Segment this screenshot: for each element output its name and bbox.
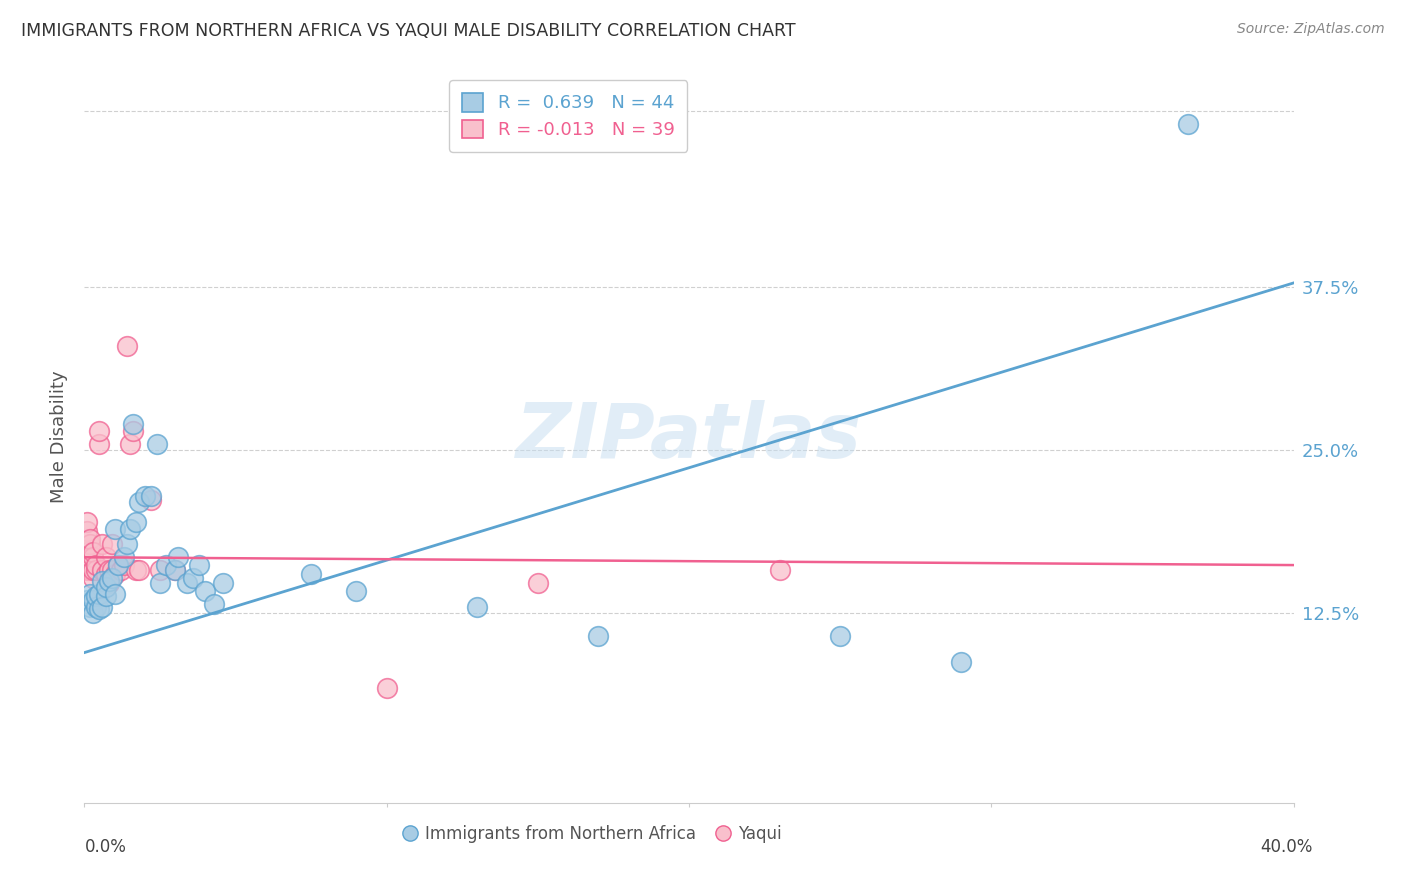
Point — [82, 607, 104, 621]
Point — [202, 597, 225, 611]
Point — [86, 590, 108, 604]
Point — [125, 563, 148, 577]
Point — [769, 563, 792, 577]
Point — [527, 576, 550, 591]
Point — [79, 599, 101, 614]
Point — [155, 558, 177, 573]
Point — [188, 558, 211, 573]
Point — [82, 571, 104, 585]
Legend: Immigrants from Northern Africa, Yaqui: Immigrants from Northern Africa, Yaqui — [396, 818, 787, 849]
Point — [82, 563, 104, 577]
Point — [1177, 117, 1199, 131]
Point — [115, 537, 138, 551]
Text: Source: ZipAtlas.com: Source: ZipAtlas.com — [1237, 22, 1385, 37]
Point — [97, 574, 120, 588]
Y-axis label: Male Disability: Male Disability — [51, 371, 69, 503]
Point — [121, 424, 143, 438]
Point — [128, 563, 150, 577]
Text: 40.0%: 40.0% — [1260, 838, 1313, 856]
Point — [97, 563, 120, 577]
Point — [76, 545, 98, 559]
Point — [86, 563, 108, 577]
Point — [89, 587, 111, 601]
Point — [82, 593, 104, 607]
Point — [299, 567, 322, 582]
Point — [107, 558, 129, 573]
Point — [165, 563, 187, 577]
Point — [91, 574, 114, 588]
Point — [146, 436, 169, 450]
Point — [118, 521, 141, 535]
Text: ZIPatlas: ZIPatlas — [516, 401, 862, 474]
Point — [89, 602, 111, 616]
Point — [94, 590, 117, 604]
Point — [76, 563, 98, 577]
Point — [346, 584, 368, 599]
Point — [165, 563, 187, 577]
Point — [125, 515, 148, 529]
Point — [91, 537, 114, 551]
Point — [79, 587, 101, 601]
Point — [950, 655, 973, 669]
Point — [112, 558, 135, 573]
Point — [79, 532, 101, 546]
Point — [149, 576, 172, 591]
Point — [134, 489, 156, 503]
Point — [110, 563, 132, 577]
Point — [112, 550, 135, 565]
Text: IMMIGRANTS FROM NORTHERN AFRICA VS YAQUI MALE DISABILITY CORRELATION CHART: IMMIGRANTS FROM NORTHERN AFRICA VS YAQUI… — [21, 22, 796, 40]
Point — [94, 567, 117, 582]
Point — [100, 563, 122, 577]
Point — [79, 537, 101, 551]
Point — [118, 436, 141, 450]
Point — [79, 550, 101, 565]
Point — [375, 681, 398, 695]
Point — [121, 417, 143, 431]
Point — [167, 550, 190, 565]
Point — [91, 599, 114, 614]
Point — [830, 629, 852, 643]
Point — [104, 521, 127, 535]
Point — [76, 593, 98, 607]
Point — [94, 580, 117, 594]
Point — [104, 567, 127, 582]
Point — [89, 436, 111, 450]
Point — [194, 584, 217, 599]
Point — [128, 495, 150, 509]
Point — [76, 524, 98, 538]
Point — [86, 558, 108, 573]
Point — [139, 489, 162, 503]
Point — [104, 587, 127, 601]
Point — [89, 424, 111, 438]
Point — [467, 599, 489, 614]
Point — [212, 576, 235, 591]
Point — [97, 576, 120, 591]
Point — [100, 571, 122, 585]
Point — [115, 339, 138, 353]
Point — [149, 563, 172, 577]
Point — [588, 629, 610, 643]
Point — [82, 545, 104, 559]
Point — [139, 492, 162, 507]
Point — [181, 571, 204, 585]
Point — [91, 563, 114, 577]
Point — [79, 563, 101, 577]
Point — [76, 515, 98, 529]
Point — [94, 550, 117, 565]
Point — [86, 599, 108, 614]
Point — [82, 550, 104, 565]
Point — [107, 558, 129, 573]
Point — [176, 576, 198, 591]
Point — [100, 537, 122, 551]
Text: 0.0%: 0.0% — [84, 838, 127, 856]
